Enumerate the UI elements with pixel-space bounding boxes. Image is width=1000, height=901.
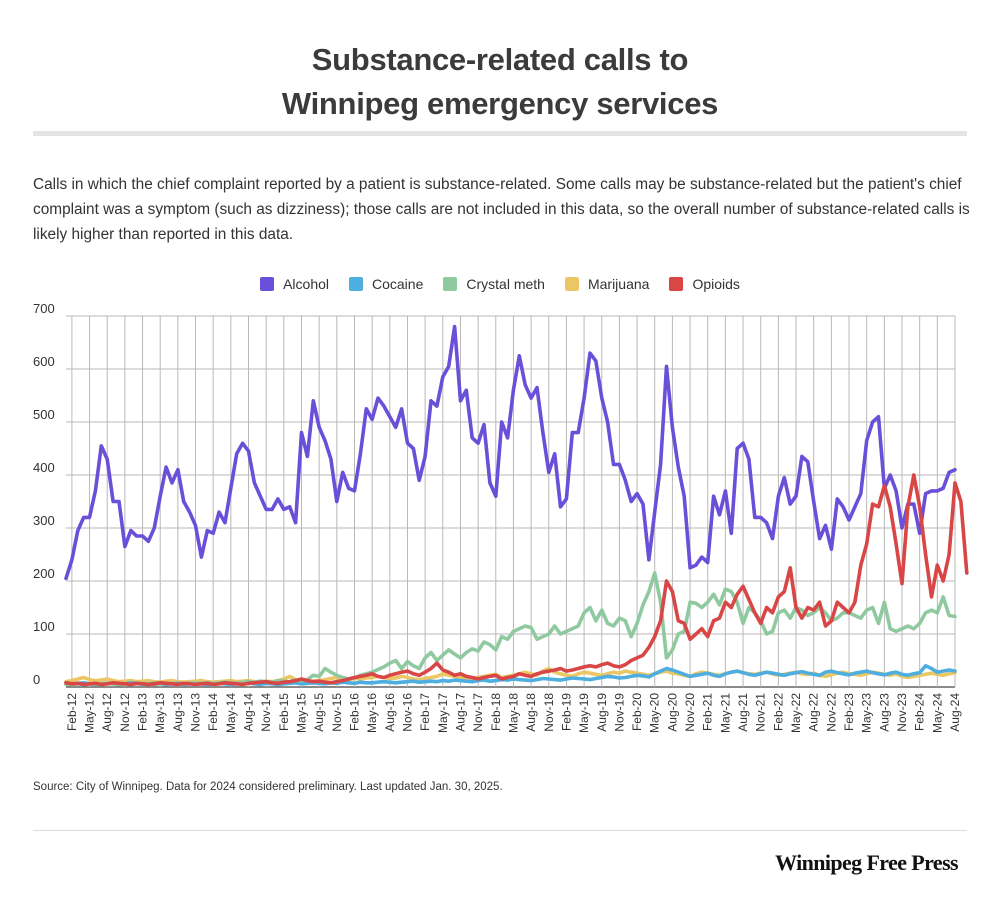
chart-title: Substance-related calls to Winnipeg emerg… <box>100 38 900 126</box>
legend-item-cocaine: Cocaine <box>349 276 423 292</box>
x-tick-label: May-16 <box>365 693 379 733</box>
x-tick-label: Aug-23 <box>877 693 891 732</box>
x-tick-label: Aug-17 <box>453 693 467 732</box>
x-tick-label: Aug-18 <box>524 693 538 732</box>
x-tick-label: Feb-22 <box>771 693 785 731</box>
legend-item-marijuana: Marijuana <box>564 276 650 292</box>
legend-label: Marijuana <box>587 276 650 292</box>
x-tick-label: Feb-13 <box>136 693 150 731</box>
x-tick-label: Nov-13 <box>189 693 203 732</box>
x-tick-label: Aug-20 <box>665 693 679 732</box>
x-tick-label: Feb-17 <box>418 693 432 731</box>
x-tick-label: Feb-16 <box>347 693 361 731</box>
y-tick-label: 700 <box>33 301 55 316</box>
x-tick-label: May-14 <box>224 693 238 733</box>
chart-subtitle: Calls in which the chief complaint repor… <box>33 176 970 243</box>
y-tick-label: 400 <box>33 460 55 475</box>
title-divider <box>33 131 967 136</box>
x-tick-label: Nov-20 <box>683 693 697 732</box>
x-tick-label: Aug-16 <box>383 693 397 732</box>
x-tick-label: Aug-22 <box>807 693 821 732</box>
x-tick-label: Nov-12 <box>118 693 132 732</box>
chart-legend: Alcohol Cocaine Crystal meth Marijuana Opioi… <box>0 276 1000 292</box>
x-tick-label: Feb-21 <box>701 693 715 731</box>
x-tick-label: Nov-21 <box>754 693 768 732</box>
legend-label: Crystal meth <box>466 276 545 292</box>
x-tick-label: Feb-23 <box>842 693 856 731</box>
x-tick-label: Aug-12 <box>100 693 114 732</box>
x-tick-label: May-18 <box>506 693 520 733</box>
legend-swatch <box>260 277 275 291</box>
x-tick-label: Nov-22 <box>824 693 838 732</box>
x-tick-label: Feb-19 <box>559 693 573 731</box>
x-tick-label: Aug-15 <box>312 693 326 732</box>
y-tick-label: 0 <box>33 672 40 687</box>
x-tick-label: Feb-14 <box>206 693 220 731</box>
x-tick-label: Feb-24 <box>913 693 927 731</box>
legend-item-crystal-meth: Crystal meth <box>443 276 545 292</box>
x-tick-label: Nov-17 <box>471 693 485 732</box>
chart-title-line-2: Winnipeg emergency services <box>281 86 719 121</box>
legend-label: Opioids <box>692 276 740 292</box>
x-tick-label: Nov-14 <box>259 693 273 732</box>
x-tick-label: Nov-23 <box>895 693 909 732</box>
x-tick-label: May-20 <box>648 693 662 733</box>
y-tick-label: 200 <box>33 566 55 581</box>
series-line-alcohol <box>64 324 957 581</box>
series-line-opioids <box>64 473 969 687</box>
x-tick-label: Feb-18 <box>489 693 503 731</box>
series-line-crystal-meth <box>64 571 957 687</box>
x-tick-label: May-22 <box>789 693 803 733</box>
publisher-logo: Winnipeg Free Press <box>775 850 959 875</box>
x-tick-label: May-23 <box>860 693 874 733</box>
legend-item-opioids: Opioids <box>669 276 740 292</box>
y-tick-label: 100 <box>33 619 55 634</box>
legend-item-alcohol: Alcohol <box>260 276 329 292</box>
x-tick-label: Feb-12 <box>65 693 79 731</box>
x-tick-label: Aug-14 <box>242 693 256 732</box>
x-tick-label: May-24 <box>930 693 944 733</box>
x-tick-label: May-21 <box>718 693 732 733</box>
legend-label: Cocaine <box>372 276 424 292</box>
legend-swatch <box>443 277 458 291</box>
y-tick-label: 500 <box>33 407 55 422</box>
x-tick-label: Nov-18 <box>542 693 556 732</box>
y-tick-label: 600 <box>33 354 55 369</box>
x-tick-label: May-13 <box>153 693 167 733</box>
chart-title-line-1: Substance-related calls to <box>311 42 689 77</box>
source-note: Source: City of Winnipeg. Data for 2024 … <box>33 781 503 793</box>
legend-swatch <box>564 277 579 291</box>
legend-label: Alcohol <box>283 276 329 292</box>
x-tick-label: Feb-20 <box>630 693 644 731</box>
x-tick-label: May-15 <box>294 693 308 733</box>
x-tick-label: Aug-13 <box>171 693 185 732</box>
x-tick-label: Feb-15 <box>277 693 291 731</box>
x-tick-label: Aug-19 <box>595 693 609 732</box>
y-tick-label: 300 <box>33 513 55 528</box>
legend-swatch <box>669 277 684 291</box>
x-tick-label: Nov-16 <box>400 693 414 732</box>
x-tick-label: Aug-24 <box>948 693 962 732</box>
x-tick-label: May-19 <box>577 693 591 733</box>
x-tick-label: Nov-15 <box>330 693 344 732</box>
x-tick-label: Nov-19 <box>612 693 626 732</box>
legend-swatch <box>349 277 363 291</box>
x-tick-label: May-17 <box>436 693 450 733</box>
footer-divider <box>33 830 967 831</box>
x-tick-label: May-12 <box>83 693 97 733</box>
x-tick-label: Aug-21 <box>736 693 750 732</box>
